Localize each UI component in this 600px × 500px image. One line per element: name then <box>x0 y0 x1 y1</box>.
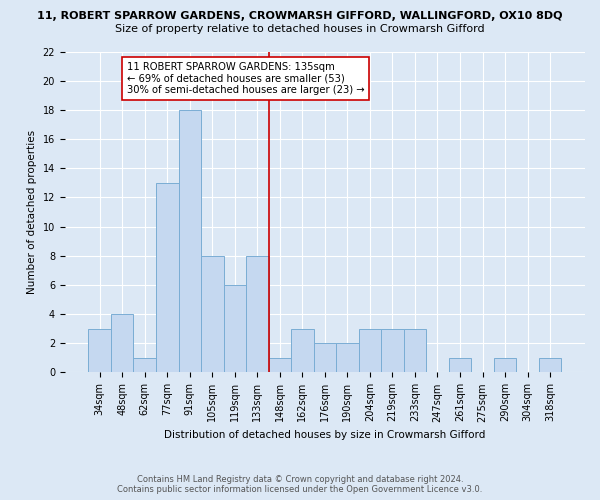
Bar <box>404 328 426 372</box>
Bar <box>111 314 133 372</box>
Bar <box>269 358 291 372</box>
Bar <box>88 328 111 372</box>
Y-axis label: Number of detached properties: Number of detached properties <box>27 130 37 294</box>
Bar <box>291 328 314 372</box>
Bar <box>494 358 517 372</box>
Bar <box>246 256 269 372</box>
Bar <box>381 328 404 372</box>
Bar <box>133 358 156 372</box>
Bar <box>449 358 471 372</box>
Text: 11 ROBERT SPARROW GARDENS: 135sqm
← 69% of detached houses are smaller (53)
30% : 11 ROBERT SPARROW GARDENS: 135sqm ← 69% … <box>127 62 364 95</box>
Bar <box>336 344 359 372</box>
Bar <box>156 183 179 372</box>
Text: 11, ROBERT SPARROW GARDENS, CROWMARSH GIFFORD, WALLINGFORD, OX10 8DQ: 11, ROBERT SPARROW GARDENS, CROWMARSH GI… <box>37 11 563 21</box>
Bar <box>224 285 246 372</box>
Bar <box>359 328 381 372</box>
X-axis label: Distribution of detached houses by size in Crowmarsh Gifford: Distribution of detached houses by size … <box>164 430 485 440</box>
Bar <box>539 358 562 372</box>
Text: Contains HM Land Registry data © Crown copyright and database right 2024.
Contai: Contains HM Land Registry data © Crown c… <box>118 474 482 494</box>
Bar <box>179 110 201 372</box>
Bar <box>201 256 224 372</box>
Bar <box>314 344 336 372</box>
Text: Size of property relative to detached houses in Crowmarsh Gifford: Size of property relative to detached ho… <box>115 24 485 34</box>
